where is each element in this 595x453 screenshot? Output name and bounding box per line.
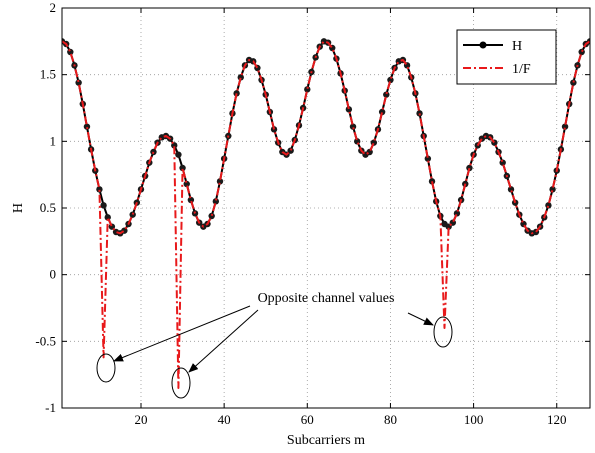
data-point-h	[83, 123, 91, 130]
data-point-h	[183, 180, 190, 188]
x-tick-label: 20	[134, 412, 147, 427]
data-point-h	[549, 186, 556, 193]
legend-marker-h	[479, 41, 487, 49]
annotation-group: Opposite channel values	[96, 291, 453, 399]
data-point-h	[100, 202, 107, 209]
y-tick-label: -1	[45, 400, 56, 415]
legend: H 1/F	[456, 29, 557, 85]
y-tick-label: 1.5	[40, 67, 56, 82]
y-tick-label: -0.5	[35, 333, 56, 348]
data-point-h	[428, 178, 436, 185]
data-point-h	[208, 212, 215, 220]
x-tick-label: 40	[218, 412, 231, 427]
annotation-arrow-2	[188, 309, 259, 373]
y-tick-label: 1	[50, 133, 57, 148]
y-tick-label: 2	[50, 0, 57, 15]
data-point-h	[349, 123, 357, 130]
data-point-h	[466, 164, 473, 172]
series-line-inv-f	[62, 40, 590, 389]
annotation-text: Opposite channel values	[258, 291, 395, 306]
y-tick-label: 0.5	[40, 200, 56, 215]
data-point-h	[345, 106, 353, 113]
series-layer	[62, 38, 590, 389]
annotation-arrow-3	[407, 312, 434, 326]
data-point-h	[561, 123, 569, 130]
data-point-h	[233, 90, 240, 97]
data-point-h	[416, 110, 423, 117]
annotation-circle-3	[433, 316, 453, 348]
x-axis-label: Subcarriers m	[287, 433, 365, 448]
data-point-h	[378, 108, 386, 116]
annotation-circle-2	[171, 367, 191, 399]
data-point-h	[570, 79, 577, 86]
y-tick-label: 0	[50, 267, 57, 282]
data-point-h	[507, 186, 515, 193]
data-point-h	[96, 186, 103, 193]
legend-box	[456, 29, 557, 85]
x-tick-label: 100	[464, 412, 484, 427]
annotation-circle-1	[96, 353, 116, 383]
x-tick-label: 60	[301, 412, 314, 427]
legend-label-invf: 1/F	[512, 62, 531, 77]
data-point-h	[129, 211, 136, 218]
data-point-h	[187, 196, 195, 204]
y-axis-label: H	[11, 203, 26, 213]
data-point-h	[179, 164, 186, 172]
data-point-h	[424, 155, 432, 162]
x-tick-label: 120	[547, 412, 567, 427]
data-point-h	[383, 91, 390, 98]
data-point-h	[237, 74, 244, 81]
x-tick-label: 80	[384, 412, 397, 427]
data-point-h	[212, 198, 220, 205]
data-point-h	[216, 178, 224, 185]
y-axis-ticks: -1 -0.5 0 0.5 1 1.5 2	[35, 0, 590, 415]
annotation-arrow-1	[113, 305, 251, 362]
data-point-h	[578, 48, 585, 56]
data-point-h	[75, 79, 82, 86]
data-point-h	[304, 86, 311, 93]
legend-label-h: H	[512, 39, 522, 54]
data-point-h	[175, 151, 182, 158]
x-axis-ticks: 20 40 60 80 100 120	[134, 8, 566, 427]
